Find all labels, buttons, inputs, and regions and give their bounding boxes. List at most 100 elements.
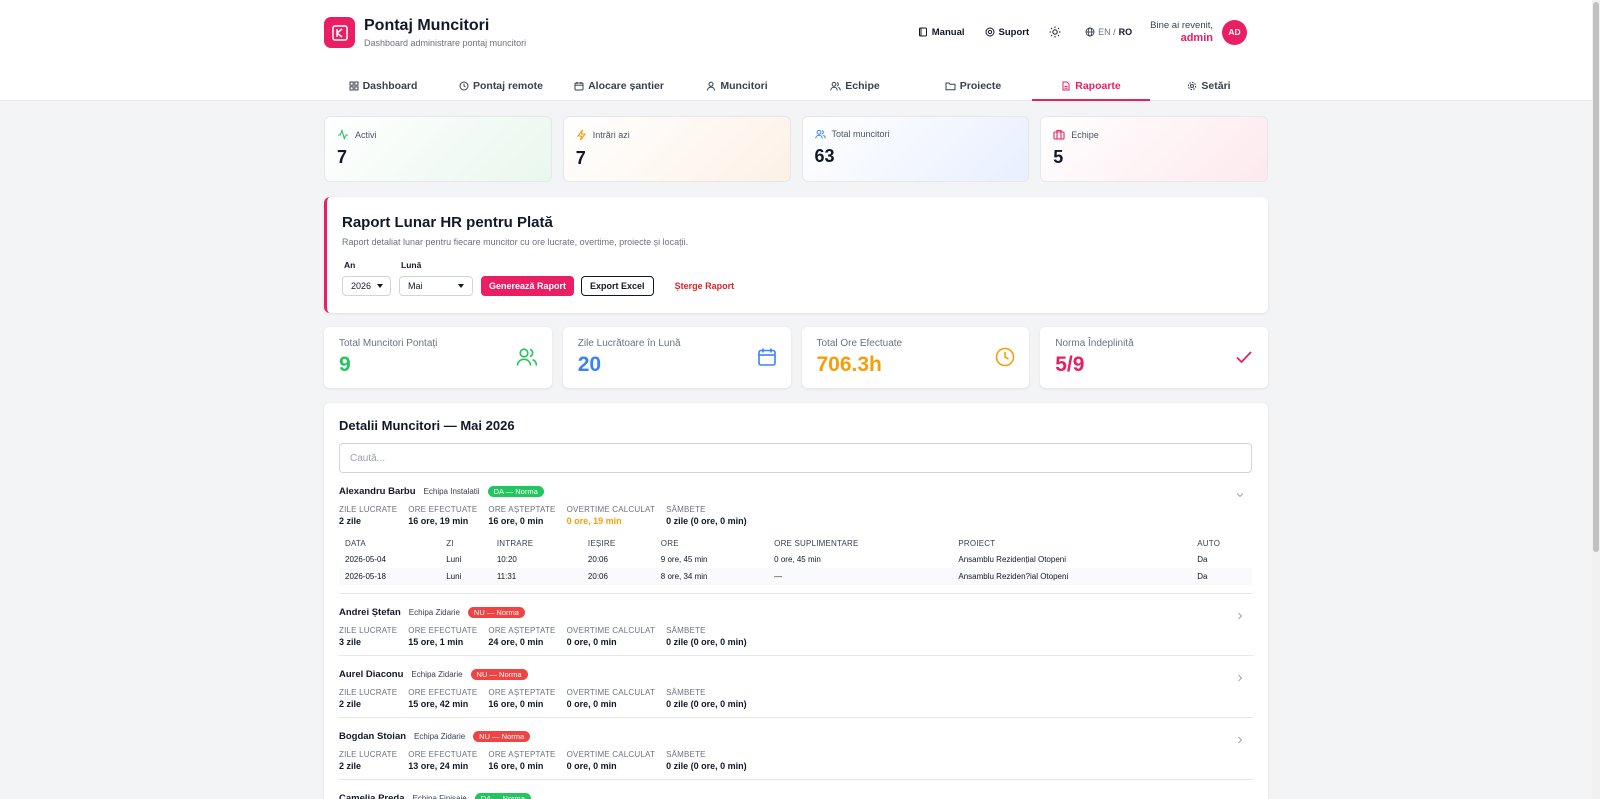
table-header: DATA <box>345 539 366 548</box>
top-header: Pontaj Muncitori Dashboard administrare … <box>0 0 1592 101</box>
nav-tab-pontaj-remote[interactable]: Pontaj remote <box>442 70 560 101</box>
worker-name: Andrei Ștefan <box>339 607 401 618</box>
kpi-label: Total Ore Efectuate <box>816 338 903 349</box>
user-icon <box>706 81 720 91</box>
worker-stat-label: SÂMBETE <box>666 750 706 759</box>
worker-stat-label: OVERTIME CALCULAT <box>566 626 656 635</box>
worker-row[interactable]: Bogdan Stoian Echipa Zidarie NU — Norma … <box>339 718 1253 780</box>
table-cell: Luni <box>440 568 491 585</box>
calendar-icon <box>757 347 777 372</box>
gear-icon <box>1187 81 1201 91</box>
sun-icon <box>1049 26 1061 38</box>
table-cell: 11:31 <box>490 568 582 585</box>
worker-row[interactable]: Andrei Ștefan Echipa Zidarie NU — Norma … <box>339 594 1253 656</box>
year-label: An <box>344 260 356 270</box>
nav-tab-muncitori[interactable]: Muncitori <box>678 70 796 101</box>
language-switcher[interactable]: EN / RO <box>1085 27 1132 37</box>
username: admin <box>1180 32 1213 44</box>
nav-tab-proiecte[interactable]: Proiecte <box>914 70 1032 101</box>
stat-label: Echipe <box>1071 129 1099 140</box>
report-description: Raport detaliat lunar pentru fiecare mun… <box>342 237 689 247</box>
norma-badge: DA — Norma <box>474 793 531 799</box>
table-header: ZI <box>446 539 454 548</box>
worker-team: Echipa Finisaje <box>412 794 467 799</box>
worker-stat-label: ZILE LUCRATE <box>339 750 398 759</box>
welcome-text: Bine ai revenit, admin <box>1150 19 1213 45</box>
worker-stat-value: 0 zile (0 ore, 0 min) <box>666 637 747 647</box>
table-header: IEȘIRE <box>587 539 616 548</box>
month-value: Mai <box>408 281 423 291</box>
search-input[interactable]: Caută... <box>339 443 1252 473</box>
worker-stat-value: 16 ore, 0 min <box>488 761 544 771</box>
worker-stat-value: 0 ore, 19 min <box>566 516 622 526</box>
globe-icon <box>1085 27 1095 37</box>
table-row: 2026-05-04 Luni 10:20 20:06 9 ore, 45 min 0 o… <box>339 551 1252 568</box>
table-cell: 2026-05-04 <box>345 555 386 564</box>
theme-toggle[interactable] <box>1049 26 1065 38</box>
kpi-value: 5/9 <box>1055 353 1085 376</box>
year-value: 2026 <box>351 281 372 291</box>
nav-tab-set-ri[interactable]: Setări <box>1150 70 1268 101</box>
month-select[interactable]: Mai <box>399 276 473 296</box>
kpi-card: Total Ore Efectuate 706.3h <box>801 327 1030 388</box>
table-cell: 20:06 <box>581 568 655 585</box>
chevron-down-icon[interactable] <box>1235 487 1245 505</box>
norma-badge: NU — Norma <box>470 669 528 680</box>
worker-stat-label: ORE AȘTEPTATE <box>488 505 556 514</box>
norma-badge: NU — Norma <box>467 607 525 618</box>
nav-tab-label: Muncitori <box>720 79 768 92</box>
scrollbar-thumb[interactable] <box>1593 2 1599 552</box>
worker-row[interactable]: Aurel Diaconu Echipa Zidarie NU — Norma … <box>339 656 1253 718</box>
kpi-card: Zile Lucrătoare în Lună 20 <box>562 327 791 388</box>
stat-label: Intrări azi <box>592 130 630 140</box>
lang-en[interactable]: EN <box>1098 27 1111 37</box>
worker-stat-value: 15 ore, 42 min <box>408 699 469 709</box>
table-cell: Ansamblu Reziden?ial Otopeni <box>952 568 1192 585</box>
table-cell: 9 ore, 45 min <box>660 555 708 564</box>
nav-tab-rapoarte[interactable]: Rapoarte <box>1032 70 1150 101</box>
worker-stat-label: ZILE LUCRATE <box>339 626 398 635</box>
activity-icon <box>337 129 355 140</box>
worker-stat-value: 0 zile (0 ore, 0 min) <box>666 699 747 709</box>
worker-stat-value: 3 zile <box>339 637 362 647</box>
stat-value: 7 <box>575 148 586 168</box>
shifts-table: DATA ZI INTRARE IEȘIRE ORE ORE SUPLIMENTARE PR… <box>339 536 1252 585</box>
worker-stat-value: 2 zile <box>339 516 362 526</box>
table-cell: 10:20 <box>496 555 517 564</box>
nav-tab-alocare-antier[interactable]: Alocare șantier <box>560 70 678 101</box>
worker-stat-value: 15 ore, 1 min <box>408 637 464 647</box>
export-excel-button[interactable]: Export Excel <box>581 276 654 296</box>
worker-name: Camelia Preda <box>339 793 405 799</box>
report-card: Raport Lunar HR pentru Plată Raport deta… <box>324 197 1268 313</box>
app-logo-icon <box>324 17 355 48</box>
lang-ro[interactable]: RO <box>1118 27 1133 37</box>
worker-row[interactable]: Camelia Preda Echipa Finisaje DA — Norma <box>339 780 1253 799</box>
nav-tab-label: Rapoarte <box>1075 79 1121 92</box>
chevron-right-icon[interactable] <box>1235 670 1245 688</box>
brand[interactable]: Pontaj Muncitori Dashboard administrare … <box>324 17 526 48</box>
manual-link[interactable]: Manual <box>918 27 965 38</box>
stat-value: 63 <box>814 146 835 166</box>
chevron-right-icon[interactable] <box>1235 794 1245 799</box>
chevron-right-icon[interactable] <box>1235 732 1245 750</box>
nav-tab-echipe[interactable]: Echipe <box>796 70 914 101</box>
generate-report-button[interactable]: Generează Raport <box>481 276 575 296</box>
page-scrollbar[interactable] <box>1592 0 1600 799</box>
chevron-right-icon[interactable] <box>1235 608 1245 626</box>
worker-row[interactable]: Alexandru Barbu Echipa Instalatii DA — N… <box>339 473 1253 594</box>
table-header: ORE SUPLIMENTARE <box>774 539 859 548</box>
norma-badge: DA — Norma <box>487 486 544 497</box>
worker-stat-label: ORE AȘTEPTATE <box>488 626 556 635</box>
table-header: ORE <box>660 539 679 548</box>
stat-label: Activi <box>355 129 377 140</box>
delete-report-button[interactable]: Șterge Raport <box>674 281 735 291</box>
avatar[interactable]: AD <box>1222 19 1247 45</box>
stat-card: Echipe 5 <box>1040 116 1268 182</box>
suport-link[interactable]: Suport <box>985 27 1029 38</box>
table-cell: Ansamblu Rezidențial Otopeni <box>958 555 1066 564</box>
app-subtitle: Dashboard administrare pontaj muncitori <box>364 38 527 48</box>
nav-tab-dashboard[interactable]: Dashboard <box>324 70 442 101</box>
app-title: Pontaj Muncitori <box>364 17 490 34</box>
year-select[interactable]: 2026 <box>342 276 391 296</box>
table-row: 2026-05-18 Luni 11:31 20:06 8 ore, 34 min — An… <box>339 568 1252 585</box>
